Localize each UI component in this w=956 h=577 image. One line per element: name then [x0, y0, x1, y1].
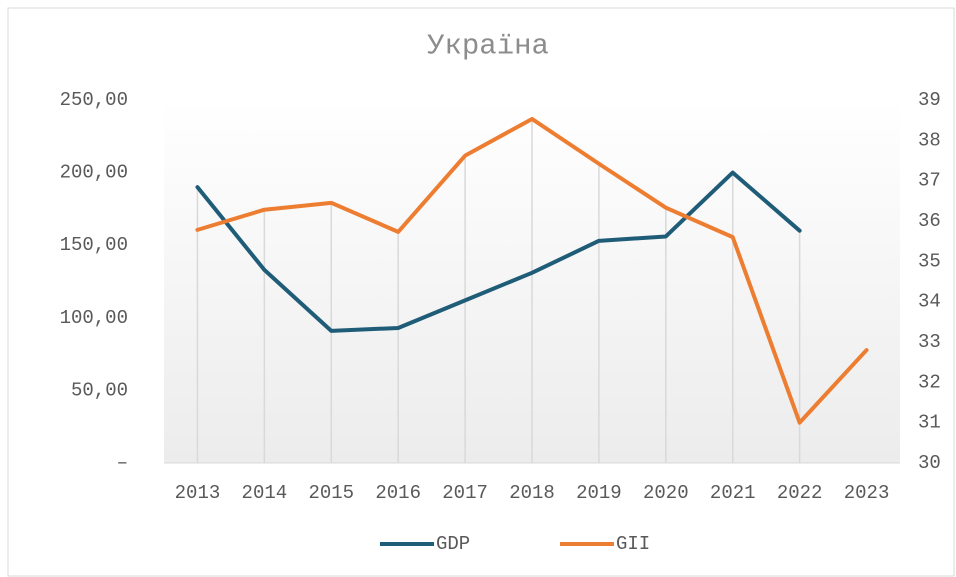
- line-series: [195, 170, 802, 333]
- y2-tick-label: 31: [918, 412, 941, 434]
- y2-tick-label: 35: [918, 250, 941, 272]
- line-series: [195, 116, 869, 425]
- x-tick-label: 2017: [442, 482, 488, 504]
- legend-label: GII: [616, 533, 650, 555]
- y2-tick-label: 34: [918, 291, 941, 313]
- y2-tick-label: 37: [918, 170, 941, 192]
- x-tick-label: 2021: [710, 482, 756, 504]
- y2-tick-label: 33: [918, 331, 941, 353]
- x-tick-label: 2015: [308, 482, 354, 504]
- x-tick-label: 2013: [175, 482, 221, 504]
- y2-tick-label: 30: [918, 452, 941, 474]
- y2-tick-label: 39: [918, 89, 941, 111]
- x-tick-label: 2022: [777, 482, 823, 504]
- y-tick-label: 250,00: [60, 89, 128, 111]
- y2-tick-label: 36: [918, 210, 941, 232]
- y-tick-label: 100,00: [60, 307, 128, 329]
- chart-title: Україна: [427, 30, 549, 63]
- y2-tick-label: 38: [918, 129, 941, 151]
- x-tick-label: 2020: [643, 482, 689, 504]
- y2-tick-label: 32: [918, 371, 941, 393]
- x-tick-label: 2018: [509, 482, 555, 504]
- x-tick-label: 2016: [375, 482, 421, 504]
- y-tick-label: 50,00: [71, 379, 128, 401]
- legend-label: GDP: [436, 533, 470, 555]
- y-tick-label: 150,00: [60, 234, 128, 256]
- x-tick-label: 2023: [844, 482, 890, 504]
- x-tick-label: 2019: [576, 482, 622, 504]
- y-tick-label: 200,00: [60, 162, 128, 184]
- y-tick-label: –: [117, 452, 128, 474]
- x-tick-label: 2014: [242, 482, 288, 504]
